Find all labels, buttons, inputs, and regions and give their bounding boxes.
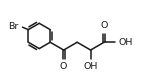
Text: O: O [100, 21, 108, 30]
Text: OH: OH [83, 62, 98, 71]
Text: OH: OH [119, 38, 133, 47]
Text: Br: Br [8, 22, 19, 31]
Text: O: O [60, 62, 67, 71]
